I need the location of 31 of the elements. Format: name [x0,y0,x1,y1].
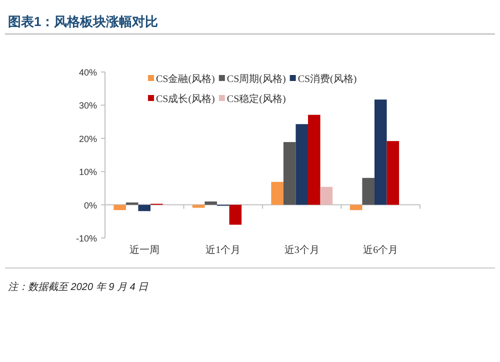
bar [271,182,284,205]
text: 注：数据截至 2020 年 9 月 4 日 [8,281,150,293]
y-tick-label: 40% [78,68,97,78]
bar [308,114,320,205]
y-tick-label: 10% [78,167,97,178]
bar [374,100,387,205]
bar [229,204,242,225]
x-tick-label: 近一周 [129,244,160,256]
legend-label: CS消费(风格) [298,73,357,85]
bar [192,204,205,208]
x-tick-label: 近6个月 [363,244,398,256]
bar [296,124,308,205]
bar [386,141,400,205]
bar [138,204,151,212]
legend-label: CS成长(风格) [156,93,215,105]
chart-title: 图表1：风格板块涨幅对比 [8,14,158,29]
legend-label: CS周期(风格) [226,73,286,85]
bar [362,178,374,205]
bar [126,202,138,205]
bar [283,142,296,205]
legend-label: CS稳定(风格) [226,93,286,105]
bar [204,201,217,205]
bar [350,204,362,210]
y-tick-label: 0% [84,200,97,210]
legend-label: CS金融(风格) [156,73,215,85]
bar [114,204,126,210]
y-tick-label: 20% [78,134,97,144]
x-tick-label: 近1个月 [206,244,241,256]
x-tick-label: 近3个月 [284,244,320,256]
y-tick-label: -10% [76,234,97,244]
y-tick-label: 30% [78,100,97,111]
